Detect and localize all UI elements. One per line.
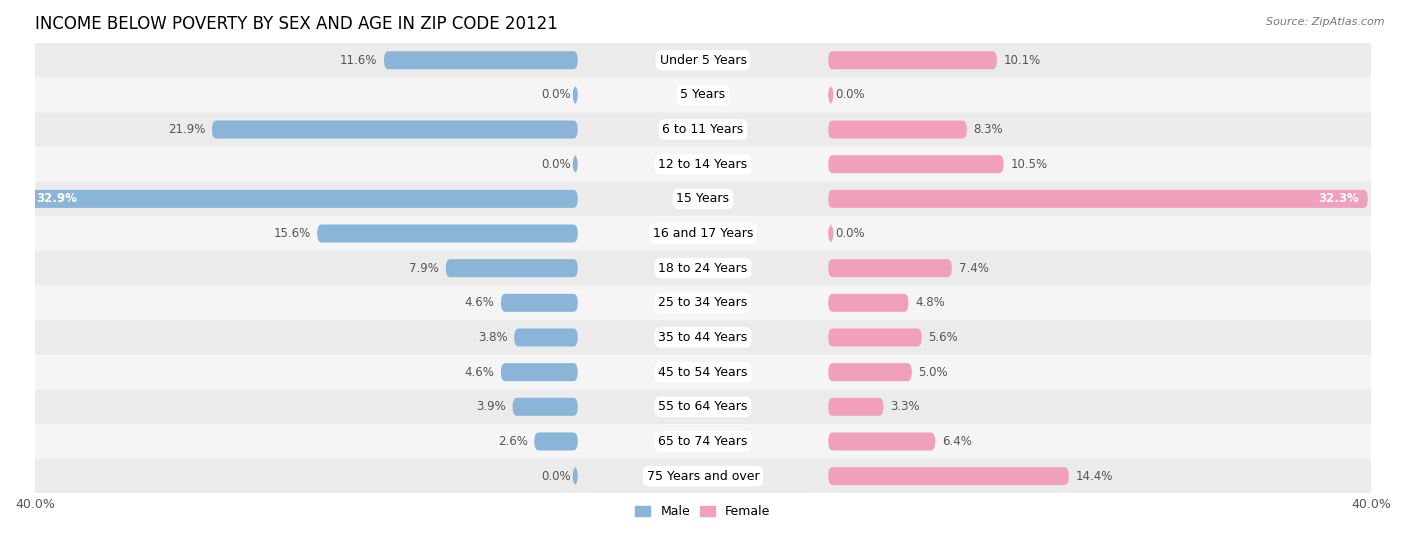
Text: 8.3%: 8.3%	[973, 123, 1004, 136]
Text: 0.0%: 0.0%	[835, 227, 865, 240]
Text: 6 to 11 Years: 6 to 11 Years	[662, 123, 744, 136]
Text: 18 to 24 Years: 18 to 24 Years	[658, 262, 748, 274]
Text: 32.9%: 32.9%	[37, 192, 77, 205]
FancyBboxPatch shape	[35, 320, 1371, 355]
Text: 4.6%: 4.6%	[464, 296, 495, 309]
Text: Source: ZipAtlas.com: Source: ZipAtlas.com	[1267, 17, 1385, 27]
Text: 16 and 17 Years: 16 and 17 Years	[652, 227, 754, 240]
Text: 11.6%: 11.6%	[340, 54, 377, 67]
FancyBboxPatch shape	[828, 225, 834, 243]
Text: 55 to 64 Years: 55 to 64 Years	[658, 400, 748, 413]
Text: 4.8%: 4.8%	[915, 296, 945, 309]
Text: 25 to 34 Years: 25 to 34 Years	[658, 296, 748, 309]
FancyBboxPatch shape	[828, 190, 1368, 208]
Text: 10.1%: 10.1%	[1004, 54, 1040, 67]
Legend: Male, Female: Male, Female	[630, 500, 776, 523]
FancyBboxPatch shape	[572, 155, 578, 173]
Text: 15 Years: 15 Years	[676, 192, 730, 205]
Text: 65 to 74 Years: 65 to 74 Years	[658, 435, 748, 448]
FancyBboxPatch shape	[384, 51, 578, 69]
Text: 2.6%: 2.6%	[498, 435, 527, 448]
Text: 15.6%: 15.6%	[273, 227, 311, 240]
FancyBboxPatch shape	[501, 363, 578, 381]
FancyBboxPatch shape	[35, 286, 1371, 320]
Text: 0.0%: 0.0%	[541, 158, 571, 170]
FancyBboxPatch shape	[501, 294, 578, 312]
Text: 75 Years and over: 75 Years and over	[647, 470, 759, 482]
FancyBboxPatch shape	[35, 355, 1371, 390]
FancyBboxPatch shape	[828, 398, 883, 416]
Text: 0.0%: 0.0%	[541, 88, 571, 101]
Text: 5 Years: 5 Years	[681, 88, 725, 101]
Text: 21.9%: 21.9%	[167, 123, 205, 136]
Text: 32.3%: 32.3%	[1319, 192, 1360, 205]
FancyBboxPatch shape	[35, 459, 1371, 494]
Text: 6.4%: 6.4%	[942, 435, 972, 448]
Text: 3.3%: 3.3%	[890, 400, 920, 413]
Text: 5.0%: 5.0%	[918, 366, 948, 378]
Text: 3.9%: 3.9%	[477, 400, 506, 413]
Text: 35 to 44 Years: 35 to 44 Years	[658, 331, 748, 344]
FancyBboxPatch shape	[534, 433, 578, 451]
FancyBboxPatch shape	[28, 190, 578, 208]
FancyBboxPatch shape	[35, 147, 1371, 182]
FancyBboxPatch shape	[35, 182, 1371, 216]
FancyBboxPatch shape	[828, 86, 834, 104]
FancyBboxPatch shape	[828, 294, 908, 312]
FancyBboxPatch shape	[35, 78, 1371, 112]
FancyBboxPatch shape	[828, 433, 935, 451]
Text: 3.8%: 3.8%	[478, 331, 508, 344]
FancyBboxPatch shape	[828, 363, 911, 381]
Text: 45 to 54 Years: 45 to 54 Years	[658, 366, 748, 378]
Text: 4.6%: 4.6%	[464, 366, 495, 378]
FancyBboxPatch shape	[572, 86, 578, 104]
FancyBboxPatch shape	[828, 155, 1004, 173]
FancyBboxPatch shape	[828, 467, 1069, 485]
FancyBboxPatch shape	[35, 424, 1371, 459]
FancyBboxPatch shape	[35, 390, 1371, 424]
FancyBboxPatch shape	[828, 329, 922, 347]
Text: 10.5%: 10.5%	[1011, 158, 1047, 170]
FancyBboxPatch shape	[318, 225, 578, 243]
Text: 5.6%: 5.6%	[928, 331, 959, 344]
Text: INCOME BELOW POVERTY BY SEX AND AGE IN ZIP CODE 20121: INCOME BELOW POVERTY BY SEX AND AGE IN Z…	[35, 15, 558, 33]
FancyBboxPatch shape	[446, 259, 578, 277]
Text: 14.4%: 14.4%	[1076, 470, 1112, 482]
FancyBboxPatch shape	[35, 112, 1371, 147]
FancyBboxPatch shape	[515, 329, 578, 347]
Text: 12 to 14 Years: 12 to 14 Years	[658, 158, 748, 170]
FancyBboxPatch shape	[35, 43, 1371, 78]
FancyBboxPatch shape	[212, 121, 578, 139]
Text: 7.4%: 7.4%	[959, 262, 988, 274]
Text: 7.9%: 7.9%	[409, 262, 439, 274]
FancyBboxPatch shape	[35, 251, 1371, 286]
FancyBboxPatch shape	[828, 51, 997, 69]
FancyBboxPatch shape	[828, 121, 967, 139]
Text: 0.0%: 0.0%	[835, 88, 865, 101]
Text: 0.0%: 0.0%	[541, 470, 571, 482]
FancyBboxPatch shape	[35, 216, 1371, 251]
Text: Under 5 Years: Under 5 Years	[659, 54, 747, 67]
FancyBboxPatch shape	[513, 398, 578, 416]
FancyBboxPatch shape	[828, 259, 952, 277]
FancyBboxPatch shape	[572, 467, 578, 485]
